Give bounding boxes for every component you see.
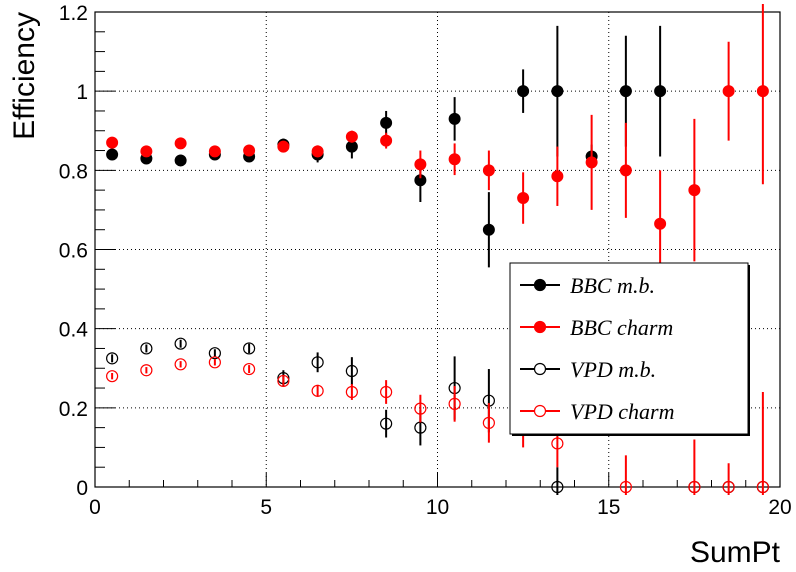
legend-box [509,262,749,435]
data-point [619,480,632,494]
legend-label: VPD m.b. [570,357,656,382]
data-point [482,223,495,236]
data-point [756,85,769,98]
data-point [140,342,153,355]
data-point [380,385,393,399]
y-tick-label: 0 [76,477,88,500]
x-tick-label: 5 [260,496,272,519]
data-point [140,145,153,158]
data-point [448,153,461,166]
y-tick-label: 0.4 [59,319,89,342]
series-bbc-charm [106,4,769,278]
data-point [140,364,153,377]
x-tick-label: 10 [426,496,449,519]
data-point [517,85,530,98]
data-point [243,144,256,157]
data-point [551,170,564,183]
data-point [619,164,632,177]
data-point [448,112,461,125]
legend-marker [533,278,547,292]
data-point [243,342,256,355]
data-point [345,140,358,153]
data-series [106,4,769,495]
data-point [654,217,667,230]
data-point [551,480,564,494]
data-point [311,384,324,397]
legend-marker [533,320,547,334]
tick-labels: 0 5 10 15 20 0 0.2 0.4 0.6 0.8 1 1.2 [59,2,792,519]
data-point [414,158,427,171]
data-point [277,374,290,388]
legend-marker [533,404,547,418]
data-point [208,145,221,158]
series-vpd-m-b [106,337,769,495]
data-point [585,156,598,169]
data-point [756,480,769,494]
data-point [106,352,119,365]
data-point [722,85,735,98]
data-point [551,437,564,450]
data-point [654,85,667,98]
x-axis-title: SumPt [690,536,781,569]
data-point [517,192,530,205]
data-point [174,154,187,167]
y-tick-label: 0.6 [59,240,88,263]
data-point [688,184,701,197]
data-point [243,362,256,376]
data-point [482,164,495,177]
x-tick-label: 15 [597,496,620,519]
data-point [619,85,632,98]
data-point [311,356,324,369]
data-point [277,140,290,153]
data-point [688,480,701,494]
data-point [208,356,221,369]
data-point [345,364,358,378]
data-point [311,145,324,158]
legend-label: BBC charm [570,315,673,340]
data-point [208,347,221,360]
y-axis-title: Efficiency [8,12,41,140]
data-point [414,402,427,415]
data-point [482,416,495,429]
data-point [380,417,393,430]
data-point [345,130,358,143]
data-point [380,134,393,147]
legend-marker [533,362,547,376]
y-tick-label: 1 [76,81,88,104]
data-point [174,358,187,371]
data-point [106,136,119,149]
data-point [551,85,564,98]
data-point [106,370,119,383]
y-tick-label: 0.2 [59,398,88,421]
x-tick-label: 0 [89,496,101,519]
legend-label: VPD charm [570,399,674,424]
axis-ticks [94,11,781,488]
data-point [174,337,187,350]
legend-label: BBC m.b. [570,273,655,298]
legend: BBC m.b. BBC charm VPD m.b. VPD charm [509,262,750,436]
data-point [380,116,393,129]
y-tick-label: 0.8 [59,160,88,183]
data-point [722,480,735,494]
data-point [448,397,461,410]
data-point [345,385,358,399]
x-tick-label: 20 [768,496,791,519]
y-tick-label: 1.2 [59,2,88,25]
data-point [174,137,187,150]
data-point [106,148,119,161]
